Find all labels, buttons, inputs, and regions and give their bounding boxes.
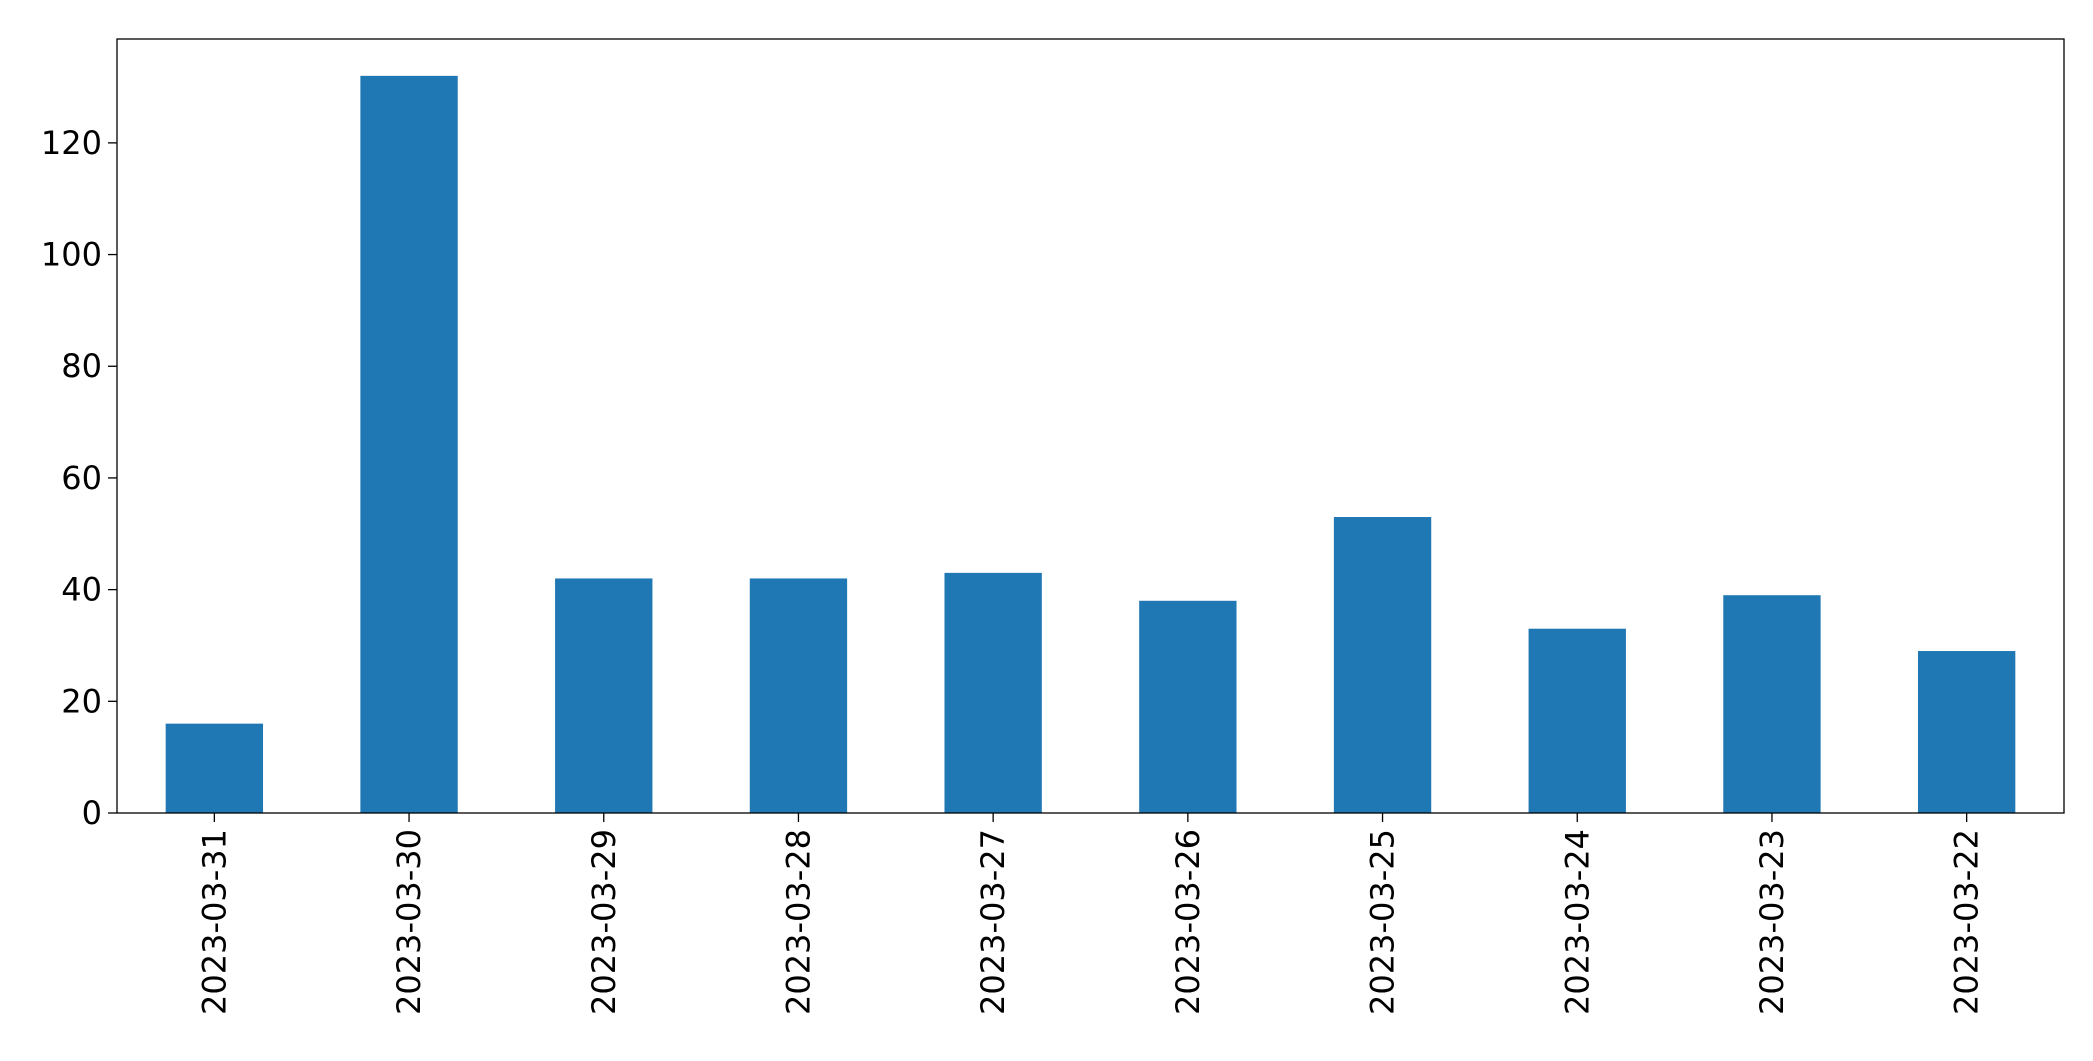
bar <box>1333 517 1432 813</box>
bar <box>555 578 653 813</box>
bar <box>165 723 264 813</box>
y-tick-label: 60 <box>61 459 102 497</box>
x-tick-label: 2023-03-30 <box>390 829 428 1015</box>
y-tick-label: 80 <box>61 347 102 385</box>
x-tick-label: 2023-03-26 <box>1169 829 1207 1015</box>
bar <box>1723 595 1821 813</box>
x-tick-label: 2023-03-22 <box>1948 829 1986 1015</box>
x-tick-label: 2023-03-27 <box>974 829 1012 1015</box>
x-tick-label: 2023-03-23 <box>1753 829 1791 1015</box>
x-tick-label: 2023-03-29 <box>585 829 623 1015</box>
bar <box>944 572 1042 813</box>
x-tick-label: 2023-03-25 <box>1364 829 1402 1015</box>
bar <box>360 75 458 814</box>
bar <box>749 578 848 813</box>
y-tick-label: 100 <box>41 236 102 274</box>
x-tick-label: 2023-03-28 <box>779 829 817 1015</box>
bar <box>1528 628 1626 813</box>
bar <box>1917 651 2016 813</box>
axes-frame <box>116 38 2065 814</box>
y-tick-label: 40 <box>61 571 102 609</box>
x-tick-label: 2023-03-31 <box>195 829 233 1015</box>
y-tick-label: 0 <box>82 794 102 832</box>
x-tick-label: 2023-03-24 <box>1558 829 1596 1015</box>
y-tick-label: 120 <box>41 124 102 162</box>
bar <box>1139 600 1237 813</box>
y-tick-label: 20 <box>61 682 102 720</box>
